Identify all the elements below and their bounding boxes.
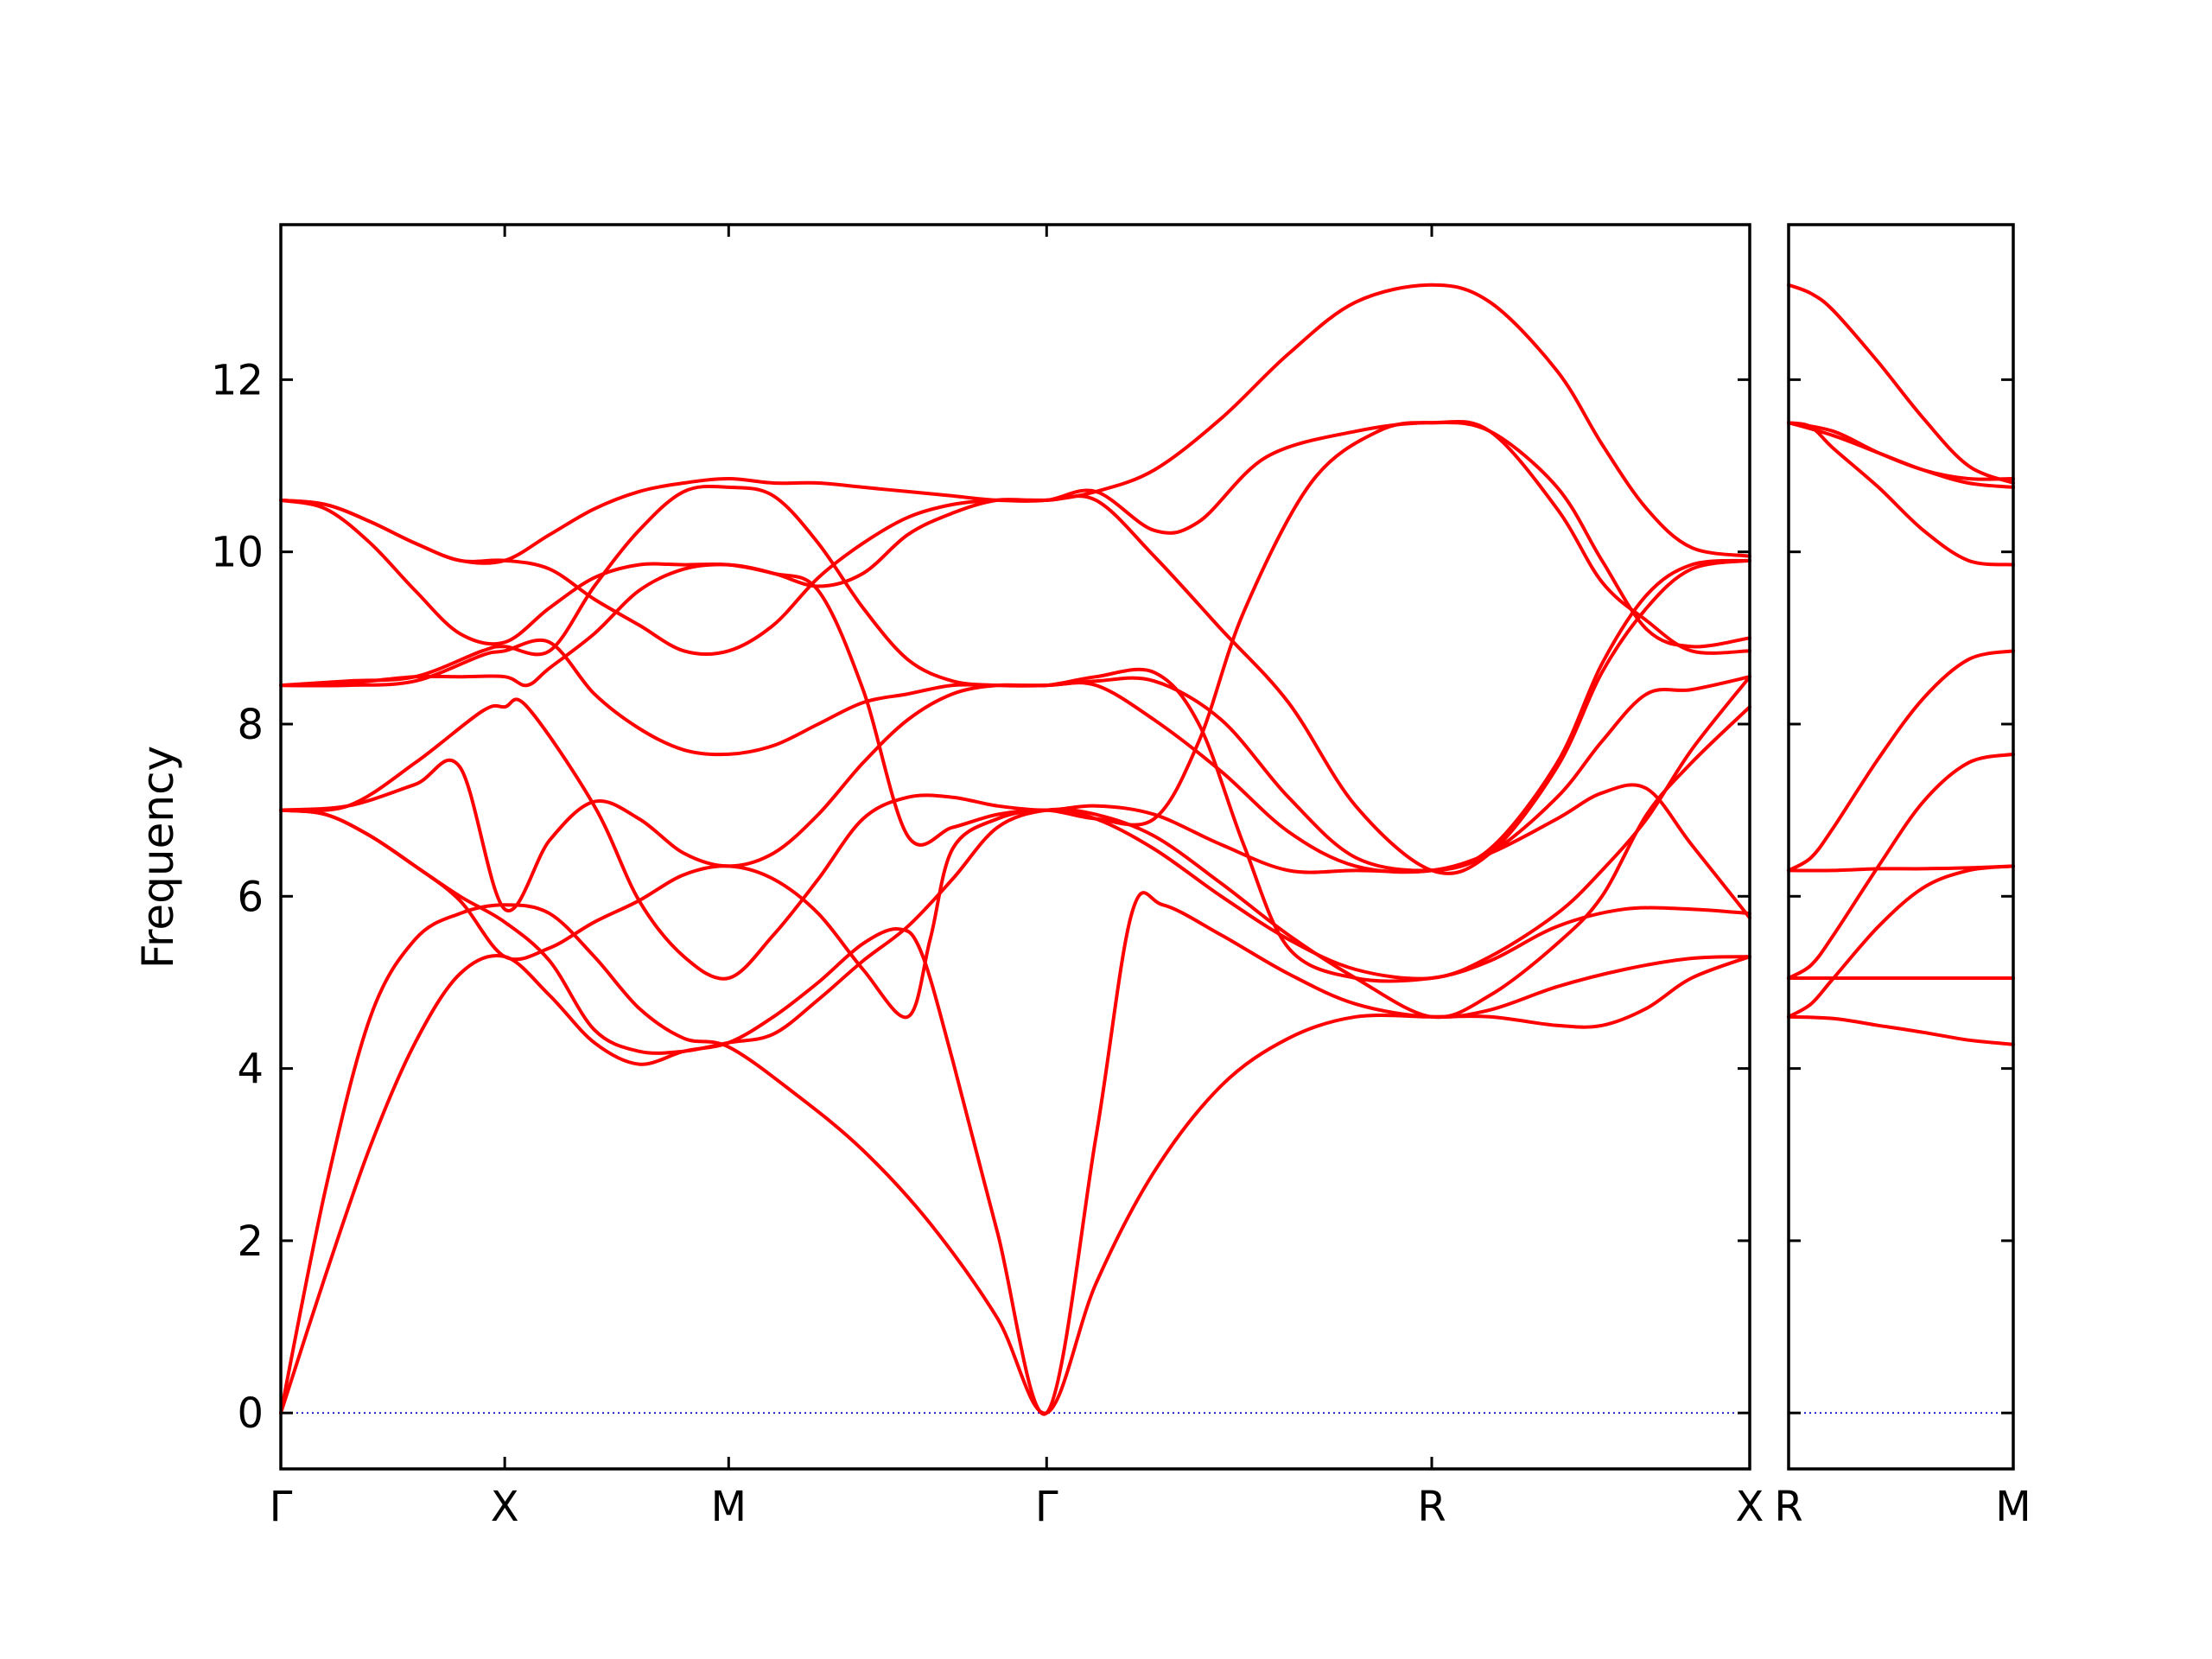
band-main-2 (279, 891, 1751, 1416)
x-tick-label-side-2: M (1995, 1483, 2031, 1531)
band-main-9 (279, 484, 1751, 873)
y-tick-label: 10 (211, 529, 264, 577)
x-tick-label-main-6: X (1736, 1483, 1764, 1531)
side-panel-frame (1787, 223, 2015, 1471)
band-side-1 (1787, 1014, 2015, 1046)
y-tick-label: 4 (237, 1046, 264, 1094)
band-side-4 (1787, 752, 2015, 980)
x-tick-label-main-1: Γ (270, 1483, 293, 1531)
band-side-3 (1787, 864, 2015, 1019)
band-main-10 (279, 419, 1751, 655)
x-tick-label-main-3: M (711, 1483, 747, 1531)
y-tick-label: 12 (211, 356, 264, 404)
band-side-9 (1787, 421, 2015, 481)
band-main-4 (279, 675, 1751, 1020)
band-main-6 (279, 667, 1751, 983)
y-tick-label: 0 (237, 1389, 264, 1438)
x-tick-label-main-5: R (1417, 1483, 1446, 1531)
y-tick-label: 6 (237, 873, 264, 921)
band-side-10 (1787, 283, 2015, 485)
x-tick-label-side-1: R (1774, 1483, 1802, 1531)
main-panel-frame (279, 223, 1751, 1471)
x-tick-label-main-4: Γ (1035, 1483, 1058, 1531)
x-tick-label-main-2: X (491, 1483, 519, 1531)
y-tick-label: 8 (237, 701, 264, 749)
band-main-5 (279, 697, 1751, 981)
band-side-5 (1787, 864, 2015, 873)
band-main-3 (279, 705, 1751, 1055)
y-axis-label: Frequency (133, 746, 183, 969)
y-tick-label: 2 (237, 1217, 264, 1266)
main-panel: 0 2 4 6 8 10 12 Γ X M Γ R X (211, 223, 1764, 1531)
band-main-12 (279, 283, 1751, 565)
band-side-6 (1787, 649, 2015, 873)
band-main-1 (279, 903, 1751, 1415)
